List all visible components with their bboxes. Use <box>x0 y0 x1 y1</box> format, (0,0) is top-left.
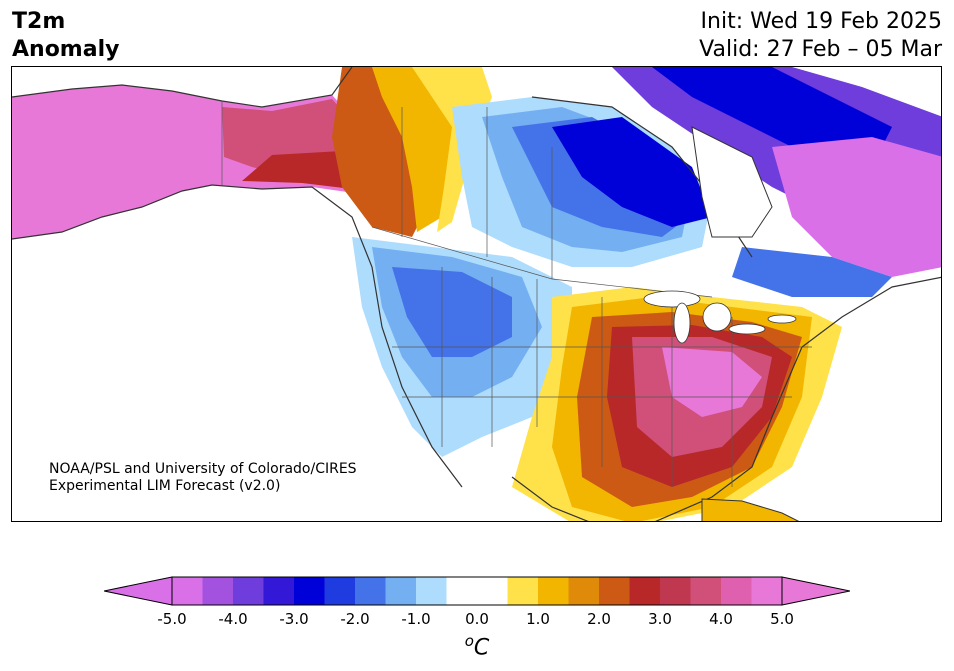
forecast-credit: NOAA/PSL and University of Colorado/CIRE… <box>49 461 357 495</box>
anomaly-map <box>11 66 942 522</box>
valid-range: Valid: 27 Feb – 05 Mar <box>699 37 942 62</box>
colorbar-bin-6 <box>355 577 386 605</box>
colorbar-tick-1: -4.0 <box>218 610 248 628</box>
colorbar-bin-5 <box>324 577 355 605</box>
colorbar-bin-15 <box>660 577 691 605</box>
title-line-2: Anomaly <box>12 37 120 62</box>
map-title: T2m Anomaly <box>12 8 119 64</box>
colorbar-bin-13 <box>599 577 630 605</box>
colorbar-tick-labels: -5.0 -4.0 -3.0 -2.0 -1.0 0.0 1.0 2.0 3.0 4.0 5.0 <box>0 610 954 630</box>
colorbar <box>104 576 850 606</box>
colorbar-bin-11 <box>538 577 569 605</box>
region-central-canada <box>452 97 712 267</box>
credit-line-2: Experimental LIM Forecast (v2.0) <box>49 478 281 494</box>
colorbar-bin-7 <box>385 577 416 605</box>
init-date: Init: Wed 19 Feb 2025 <box>700 9 942 34</box>
region-northeast-canada <box>612 67 941 297</box>
unit-degree: o <box>464 632 474 650</box>
colorbar-bin-0 <box>172 577 203 605</box>
title-line-1: T2m <box>12 9 66 34</box>
colorbar-bin-4 <box>294 577 325 605</box>
colorbar-bin-9 <box>446 577 508 605</box>
colorbar-bin-14 <box>629 577 660 605</box>
colorbar-tick-8: 3.0 <box>648 610 672 628</box>
colorbar-tick-5: 0.0 <box>465 610 489 628</box>
colorbar-tick-2: -3.0 <box>279 610 309 628</box>
map-canvas <box>12 67 941 521</box>
colorbar-tick-0: -5.0 <box>157 610 187 628</box>
colorbar-tick-9: 4.0 <box>709 610 733 628</box>
colorbar-tick-10: 5.0 <box>770 610 794 628</box>
colorbar-bin-16 <box>690 577 721 605</box>
colorbar-bin-1 <box>202 577 233 605</box>
colorbar-bin-8 <box>416 577 447 605</box>
colorbar-bin-10 <box>507 577 538 605</box>
colorbar-outline <box>171 576 783 606</box>
hudson-bay <box>691 126 773 238</box>
colorbar-tick-4: -1.0 <box>401 610 431 628</box>
unit-celsius: C <box>473 635 490 661</box>
colorbar-unit: oC <box>465 632 490 660</box>
cuba <box>701 498 800 521</box>
colorbar-bin-18 <box>751 577 782 605</box>
colorbar-bin-2 <box>233 577 264 605</box>
colorbar-under-arrow <box>104 576 173 606</box>
colorbar-tick-6: 1.0 <box>526 610 550 628</box>
run-info: Init: Wed 19 Feb 2025 Valid: 27 Feb – 05… <box>699 8 942 64</box>
colorbar-bin-3 <box>263 577 294 605</box>
colorbar-bins <box>172 577 782 605</box>
colorbar-over-arrow <box>781 576 850 606</box>
great-lakes <box>643 290 797 344</box>
colorbar-tick-7: 2.0 <box>587 610 611 628</box>
colorbar-bin-17 <box>721 577 752 605</box>
colorbar-tick-3: -2.0 <box>340 610 370 628</box>
political-borders <box>221 101 812 487</box>
colorbar-bin-12 <box>568 577 599 605</box>
credit-line-1: NOAA/PSL and University of Colorado/CIRE… <box>49 461 357 477</box>
